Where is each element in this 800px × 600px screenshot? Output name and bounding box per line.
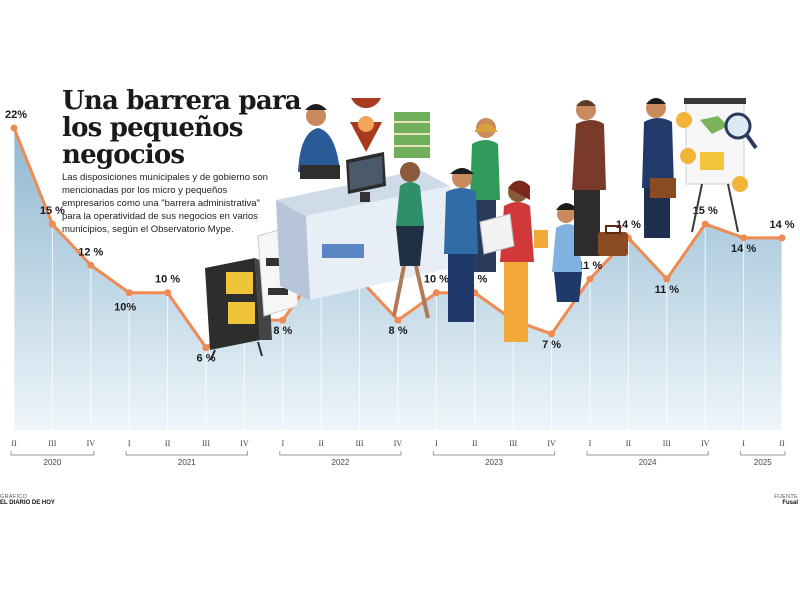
x-tick-label: IV — [240, 439, 249, 448]
chart-title: Una barrera para los pequeños negocios — [62, 86, 302, 170]
data-point — [778, 234, 786, 242]
year-label: 2025 — [754, 458, 772, 467]
data-label: 10% — [114, 302, 136, 314]
x-tick-label: III — [509, 439, 517, 448]
x-tick-label: III — [663, 439, 671, 448]
year-bracket — [125, 451, 248, 456]
data-point — [202, 344, 210, 352]
credit-source-value: Fusal — [782, 500, 798, 506]
coin-icon — [676, 112, 748, 192]
year-bracket — [279, 451, 402, 456]
data-point — [164, 289, 172, 297]
x-tick-label: III — [48, 439, 56, 448]
x-tick-label: II — [319, 439, 325, 448]
year-bracket — [10, 451, 95, 456]
man-blue-icon — [444, 168, 478, 322]
data-label: 12 % — [78, 246, 103, 258]
data-label: 7 % — [542, 339, 561, 351]
year-bracket — [432, 451, 556, 456]
location-pin-icon — [350, 98, 383, 152]
data-point — [279, 316, 287, 324]
credit-graphic: GRÁFICO EL DIARIO DE HOY — [0, 494, 55, 506]
filing-cabinet-icon — [205, 258, 272, 360]
data-label: 11 % — [655, 284, 680, 296]
data-label: 15 % — [40, 205, 65, 217]
data-label: 14 % — [731, 243, 756, 255]
monitor-icon — [346, 152, 386, 202]
year-label: 2021 — [178, 458, 196, 467]
data-point — [394, 316, 402, 324]
credit-graphic-label: GRÁFICO — [0, 494, 28, 500]
data-label: 15 % — [693, 205, 718, 217]
year-bracket — [740, 451, 786, 456]
x-tick-label: IV — [547, 439, 556, 448]
illustration — [205, 98, 758, 360]
money-stack-icon — [394, 112, 430, 158]
year-bracket — [586, 451, 709, 456]
x-tick-label: IV — [87, 439, 96, 448]
data-label: 8 % — [273, 325, 292, 337]
credit-source: FUENTE Fusal — [774, 494, 798, 506]
x-tick-label: I — [742, 439, 745, 448]
x-tick-label: IV — [394, 439, 403, 448]
data-point — [701, 220, 709, 228]
data-label: 22% — [5, 109, 27, 121]
data-label: 11 % — [578, 260, 603, 272]
year-label: 2020 — [44, 458, 62, 467]
data-label: 6 % — [197, 353, 216, 365]
data-point — [125, 289, 133, 297]
x-tick-label: I — [281, 439, 284, 448]
businessman-navy-icon — [642, 98, 676, 238]
x-tick-label: II — [165, 439, 171, 448]
x-tick-label: I — [589, 439, 592, 448]
data-label: 14 % — [769, 219, 794, 231]
x-tick-label: I — [435, 439, 438, 448]
data-point — [663, 275, 671, 283]
year-label: 2023 — [485, 458, 503, 467]
data-point — [10, 124, 18, 132]
data-label: 10 % — [424, 274, 449, 286]
chart-subtitle: Las disposiciones municipales y de gobie… — [62, 172, 268, 235]
year-label: 2022 — [332, 458, 350, 467]
data-point — [548, 330, 556, 338]
credit-source-label: FUENTE — [774, 494, 798, 500]
data-label: 14 % — [616, 219, 641, 231]
data-label: 8 % — [389, 325, 408, 337]
briefcase-icon — [598, 225, 628, 256]
data-point — [48, 220, 56, 228]
x-tick-label: II — [472, 439, 478, 448]
x-tick-label: II — [11, 439, 17, 448]
x-tick-label: I — [128, 439, 131, 448]
clerk-icon — [298, 104, 340, 179]
year-label: 2024 — [639, 458, 657, 467]
data-point — [586, 275, 594, 283]
x-tick-label: III — [356, 439, 364, 448]
businessman-brown-icon — [572, 100, 606, 256]
magnifier-icon — [724, 112, 758, 150]
data-point — [87, 261, 95, 269]
x-tick-label: II — [779, 439, 785, 448]
x-tick-label: III — [202, 439, 210, 448]
x-tick-label: II — [626, 439, 632, 448]
credit-graphic-value: EL DIARIO DE HOY — [0, 500, 55, 506]
data-point — [432, 289, 440, 297]
data-label: 10 % — [155, 274, 180, 286]
data-point — [740, 234, 748, 242]
presentation-board-icon — [684, 98, 746, 233]
x-axis-group: II III IV I II III IV I II III IV I II III IV I II III IV I… — [10, 439, 786, 467]
x-tick-label: IV — [701, 439, 710, 448]
woman-red-icon — [479, 180, 534, 342]
woman-green-icon — [392, 162, 430, 319]
